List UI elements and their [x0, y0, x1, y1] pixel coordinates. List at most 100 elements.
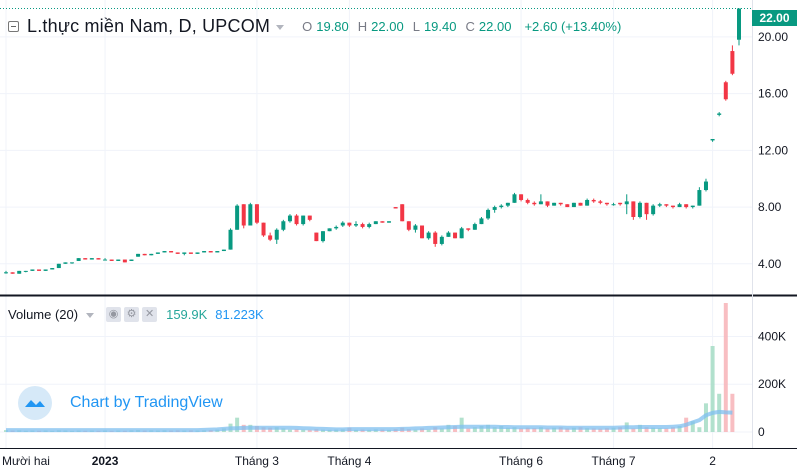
volume-bar: [657, 428, 662, 432]
volume-bar: [426, 429, 431, 432]
open-label: O: [302, 19, 313, 34]
candle-body: [717, 113, 722, 115]
grid-lines: [0, 0, 752, 449]
candle-body: [367, 224, 372, 227]
candle-body: [96, 258, 101, 260]
chevron-down-icon[interactable]: [86, 313, 95, 318]
candle-body: [406, 221, 411, 230]
time-tick-label: Tháng 6: [499, 454, 543, 468]
candle-body: [307, 215, 312, 220]
candle-body: [188, 252, 193, 254]
candle-body: [43, 269, 48, 271]
candle-body: [195, 252, 200, 254]
volume-axis[interactable]: 0 200K 400K: [758, 329, 786, 439]
candle-body: [162, 251, 167, 253]
volume-bar: [466, 428, 471, 432]
candle-body: [17, 270, 22, 274]
candle-body: [710, 138, 715, 141]
candle-body: [387, 221, 392, 223]
volume-bar: [479, 426, 484, 432]
volume-bar: [697, 427, 702, 432]
volume-bar: [618, 427, 623, 432]
volume-bar: [604, 428, 609, 432]
time-axis[interactable]: Mười hai 2023 Tháng 3 Tháng 4 Tháng 6 Tháng 7…: [2, 454, 716, 468]
candle-body: [37, 269, 42, 271]
candle-body: [235, 205, 240, 230]
price-axis[interactable]: 4.00 8.00 12.00 16.00 20.00: [758, 30, 788, 271]
volume-bar: [565, 428, 570, 432]
candle-body: [677, 204, 682, 208]
candle-body: [23, 270, 28, 272]
volume-bar: [472, 427, 477, 432]
candle-body: [492, 207, 497, 210]
volume-title[interactable]: Volume (20): [8, 307, 79, 322]
candle-body: [545, 201, 550, 206]
series-legend: L.thực miền Nam, D, UPCOM O 19.80 H 22.00 …: [8, 16, 621, 37]
candle-body: [76, 258, 81, 261]
candle-body: [63, 262, 68, 264]
volume-bar: [644, 427, 649, 432]
volume-bar: [420, 428, 425, 432]
candle-body: [360, 224, 365, 227]
tradingview-watermark[interactable]: Chart by TradingView: [18, 386, 223, 420]
volume-bar: [505, 427, 510, 432]
candle-body: [737, 8, 741, 40]
time-tick-label: 2: [709, 454, 716, 468]
volume-bar: [558, 427, 563, 432]
eye-icon[interactable]: ◉: [106, 307, 122, 322]
candle-body: [565, 204, 570, 208]
price-tick-label: 16.00: [758, 87, 788, 101]
time-tick-label: Mười hai: [2, 454, 50, 468]
candle-body: [519, 194, 524, 200]
candle-body: [651, 205, 656, 215]
candle-body: [525, 199, 530, 203]
candle-body: [221, 249, 226, 252]
candle-body: [624, 201, 629, 205]
chevron-down-icon[interactable]: [276, 25, 285, 30]
close-label: C: [465, 19, 475, 34]
candle-body: [327, 228, 332, 232]
volume-bar: [525, 427, 530, 432]
candle-body: [413, 225, 418, 230]
last-price-tag: 22.00: [752, 10, 797, 26]
volume-bar: [545, 428, 550, 432]
volume-bar: [585, 428, 590, 432]
volume-bar: [499, 426, 504, 432]
candle-body: [175, 252, 180, 254]
change-value: +2.60 (+13.40%): [524, 19, 622, 34]
symbol-title[interactable]: L.thực miền Nam, D, UPCOM: [27, 16, 271, 36]
time-tick-label: Tháng 4: [327, 454, 371, 468]
volume-bar: [651, 427, 656, 432]
gear-icon[interactable]: ⚙: [124, 307, 140, 322]
candle-body: [202, 251, 207, 253]
watermark-text: Chart by TradingView: [70, 394, 223, 411]
close-icon[interactable]: ✕: [142, 307, 158, 322]
candle-body: [611, 204, 616, 206]
candle-body: [268, 235, 273, 240]
volume-bar: [512, 427, 517, 432]
candle-body: [89, 258, 94, 260]
candle-body: [109, 259, 114, 261]
candle-body: [129, 259, 134, 261]
volume-bar: [413, 429, 418, 432]
volume-bar: [631, 428, 636, 432]
candle-body: [228, 229, 233, 250]
candle-body: [136, 253, 141, 257]
candle-body: [637, 202, 642, 217]
candle-body: [149, 253, 154, 256]
candle-body: [10, 272, 15, 274]
candle-body: [571, 202, 576, 208]
candle-body: [439, 236, 444, 244]
candle-body: [380, 221, 385, 223]
candle-body: [552, 202, 557, 206]
candle-body: [578, 202, 583, 206]
volume-bar: [281, 428, 286, 432]
candle-body: [182, 252, 187, 254]
candle-body: [472, 224, 477, 230]
volume-bar: [294, 429, 299, 432]
collapse-legend-icon[interactable]: [8, 21, 19, 32]
candle-body: [294, 215, 299, 225]
candle-body: [631, 201, 636, 217]
candle-body: [499, 205, 504, 208]
